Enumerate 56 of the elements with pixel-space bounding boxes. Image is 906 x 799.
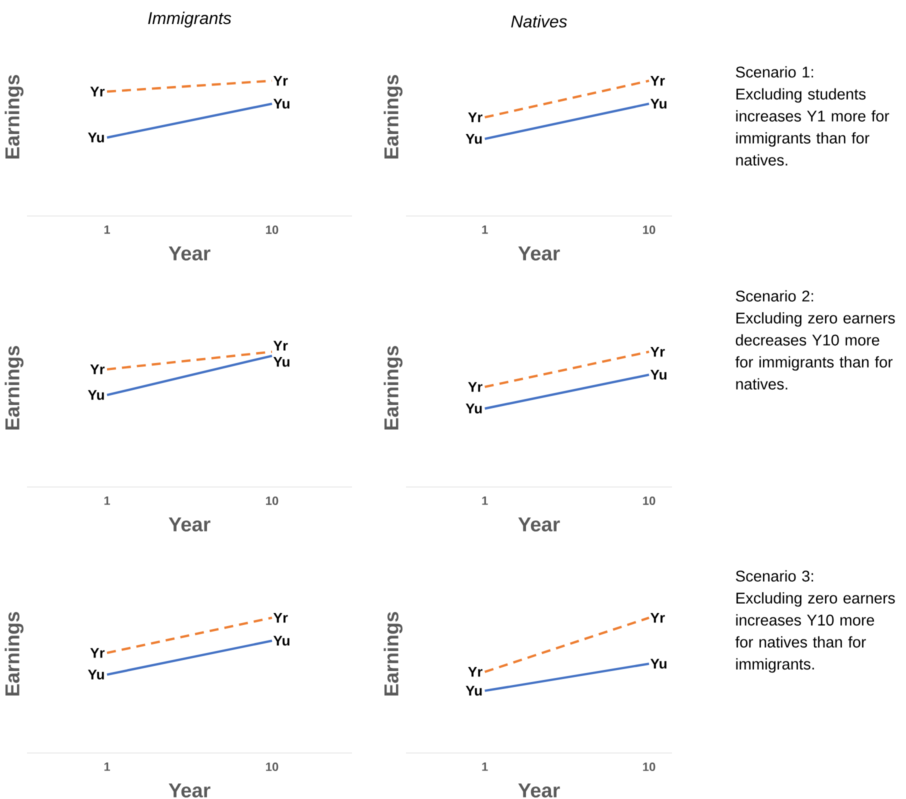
x-tick-label: 10 bbox=[266, 226, 278, 234]
chart-title: Immigrants bbox=[148, 12, 232, 28]
series-label: Yu bbox=[650, 658, 666, 669]
text: Yu bbox=[88, 670, 104, 680]
x-tick-label: 10 bbox=[266, 762, 278, 772]
x-axis-title: Year bbox=[168, 246, 210, 260]
text: Yu bbox=[88, 132, 104, 142]
x-axis-title: Year bbox=[518, 518, 560, 532]
text: Yr bbox=[90, 364, 105, 374]
x-axis-title: Year bbox=[168, 518, 210, 532]
series-label: Yr bbox=[273, 612, 288, 623]
x-tick-label: 1 bbox=[482, 226, 488, 234]
text: Yr bbox=[468, 667, 482, 677]
series-label: Yu bbox=[650, 98, 666, 109]
x-tick-label: 1 bbox=[104, 762, 110, 771]
y-axis-title: Earnings bbox=[4, 75, 24, 158]
text: Excluding students increases Y1 more for immigrants than for natives. bbox=[736, 88, 890, 166]
series-label: Yr bbox=[273, 76, 288, 86]
text: Scenario 3: bbox=[736, 570, 814, 582]
x-axis-title: Year bbox=[518, 246, 560, 260]
series-label: Yr bbox=[650, 612, 665, 623]
text: Yu bbox=[88, 390, 104, 400]
text: Scenario 1: bbox=[736, 66, 814, 78]
text: Yr bbox=[468, 382, 482, 392]
series-label: Yu bbox=[273, 357, 290, 367]
y-axis-title: Earnings bbox=[384, 346, 402, 430]
x-tick-label: 10 bbox=[266, 496, 278, 506]
text: Yu bbox=[466, 404, 482, 414]
y-axis-title: Earnings bbox=[384, 612, 402, 696]
text: Excluding zero earners increases Y10 more for natives than for immigrants. bbox=[735, 592, 895, 673]
x-tick-label: 1 bbox=[482, 762, 488, 771]
text: Scenario 2: bbox=[736, 290, 814, 302]
x-axis-title: Year bbox=[168, 784, 210, 798]
series-label: Yr bbox=[650, 346, 665, 357]
text: Yr bbox=[90, 86, 105, 96]
x-tick-label: 1 bbox=[104, 496, 110, 505]
text: Yu bbox=[466, 686, 482, 696]
x-tick-label: 10 bbox=[643, 226, 656, 234]
chart-title: Natives bbox=[511, 15, 567, 28]
y-axis-title: Earnings bbox=[4, 346, 24, 430]
text: Yu bbox=[466, 134, 482, 144]
y-axis-title: Earnings bbox=[384, 75, 402, 158]
series-label: Yu bbox=[650, 370, 666, 380]
series-label: Yr bbox=[273, 340, 288, 351]
x-tick-label: 1 bbox=[482, 496, 488, 505]
series-label: Yu bbox=[273, 636, 290, 646]
text: Yr bbox=[90, 648, 105, 658]
text: Yr bbox=[468, 112, 482, 122]
y-axis-title: Earnings bbox=[4, 612, 24, 696]
x-axis-title: Year bbox=[518, 784, 560, 798]
text: Excluding zero earners decreases Y10 more for immigrants than for natives. bbox=[735, 312, 895, 390]
x-tick-label: 10 bbox=[643, 762, 656, 772]
series-label: Yu bbox=[273, 98, 290, 109]
x-tick-label: 10 bbox=[643, 496, 656, 506]
series-label: Yr bbox=[650, 76, 665, 86]
x-tick-label: 1 bbox=[104, 226, 110, 234]
